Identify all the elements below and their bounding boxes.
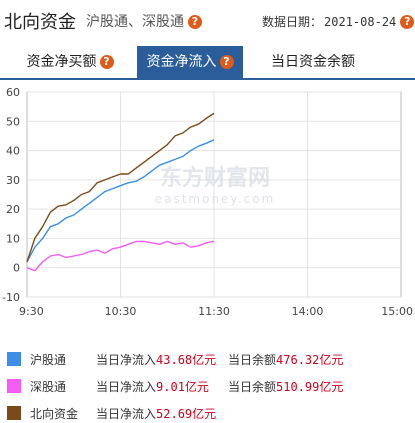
series-line-1 [26,240,215,272]
x-tick-label: 11:30 [198,305,230,318]
flow-value: 43.68亿元 [156,353,217,367]
date-value: 2021-08-24 [324,15,397,29]
y-tick-label: 20 [6,203,20,216]
tab-net-inflow[interactable]: 资金净流入? [137,46,243,78]
series-line-2 [26,112,215,263]
legend-swatch [7,379,21,393]
legend-row-shenzhen: 深股通 当日净流入9.01亿元 当日余额510.99亿元 [0,376,415,396]
tab-daily-balance[interactable]: 当日资金余额 [258,46,368,78]
tab-bar: 资金净买额? 资金净流入? 当日资金余额 [0,46,415,80]
x-tick-label: 10:30 [105,305,137,318]
legend-flow: 当日净流入9.01亿元 [96,380,209,394]
y-tick-label: 10 [6,232,20,245]
legend-flow: 当日净流入43.68亿元 [96,353,217,367]
tab-label: 资金净流入 [146,54,217,70]
flow-value: 9.01亿元 [156,380,209,394]
legend-name: 深股通 [30,380,67,394]
flow-value: 52.69亿元 [156,407,217,421]
legend-flow: 当日净流入52.69亿元 [96,407,217,421]
x-tick-label: 14:00 [292,305,324,318]
watermark-en: eastmoney.com [155,192,276,206]
legend-name: 北向资金 [30,407,79,421]
y-tick-label: 40 [6,145,20,158]
balance-value: 476.32亿元 [276,353,344,367]
inflow-line-chart: 60 50 40 30 20 10 0 -109:30 10:30 11:30 14:00 15:00… [2,86,413,318]
tab-label: 资金净买额 [26,54,97,70]
x-tick-label: 9:30 [19,305,44,318]
header: 北向资金 沪股通、深股通? 数据日期： 2021-08-24? [0,0,415,42]
help-icon[interactable]: ? [188,15,202,29]
help-icon[interactable]: ? [400,15,415,29]
legend-name: 沪股通 [30,353,67,367]
help-icon[interactable]: ? [99,55,114,69]
x-tick-label: 15:00 [381,305,413,318]
y-tick-label: 30 [6,174,20,187]
legend-swatch [7,406,21,420]
y-tick-label: 0 [13,262,20,275]
page-subtitle: 沪股通、深股通? [86,11,202,31]
y-tick-label: 50 [6,115,20,128]
balance-value: 510.99亿元 [276,380,344,394]
legend-balance: 当日余额510.99亿元 [228,380,344,394]
series-line-0 [26,139,215,263]
watermark-cn: 东方财富网 [160,165,270,191]
date-label: 数据日期： [262,15,323,29]
legend-row-shanghai: 沪股通 当日净流入43.68亿元 当日余额476.32亿元 [0,349,415,369]
y-tick-label: 60 [6,86,20,99]
tab-net-buy[interactable]: 资金净买额? [14,46,126,78]
legend-row-northbound: 北向资金 当日净流入52.69亿元 [0,403,415,423]
data-date: 数据日期： 2021-08-24? [262,13,415,30]
help-icon[interactable]: ? [219,55,234,69]
tab-label: 当日资金余额 [271,54,355,70]
page-title: 北向资金 [4,12,76,33]
y-tick-label: -10 [2,291,20,304]
legend-swatch [7,352,21,366]
legend-balance: 当日余额476.32亿元 [228,353,344,367]
subtitle-text: 沪股通、深股通 [86,14,184,30]
